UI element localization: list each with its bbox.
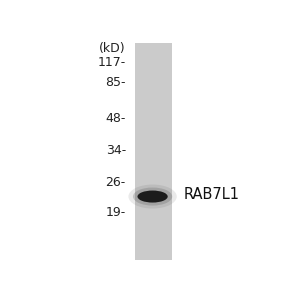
- Text: 34-: 34-: [106, 144, 126, 157]
- Text: RAB7L1: RAB7L1: [184, 187, 240, 202]
- Text: 85-: 85-: [105, 76, 126, 89]
- Text: (kD): (kD): [99, 42, 126, 55]
- Ellipse shape: [137, 190, 168, 202]
- Text: 19-: 19-: [106, 206, 126, 219]
- Ellipse shape: [128, 184, 177, 208]
- Bar: [135, 43, 172, 260]
- Text: 26-: 26-: [106, 176, 126, 189]
- Ellipse shape: [133, 188, 172, 206]
- Text: 117-: 117-: [98, 56, 126, 69]
- Text: 48-: 48-: [106, 112, 126, 124]
